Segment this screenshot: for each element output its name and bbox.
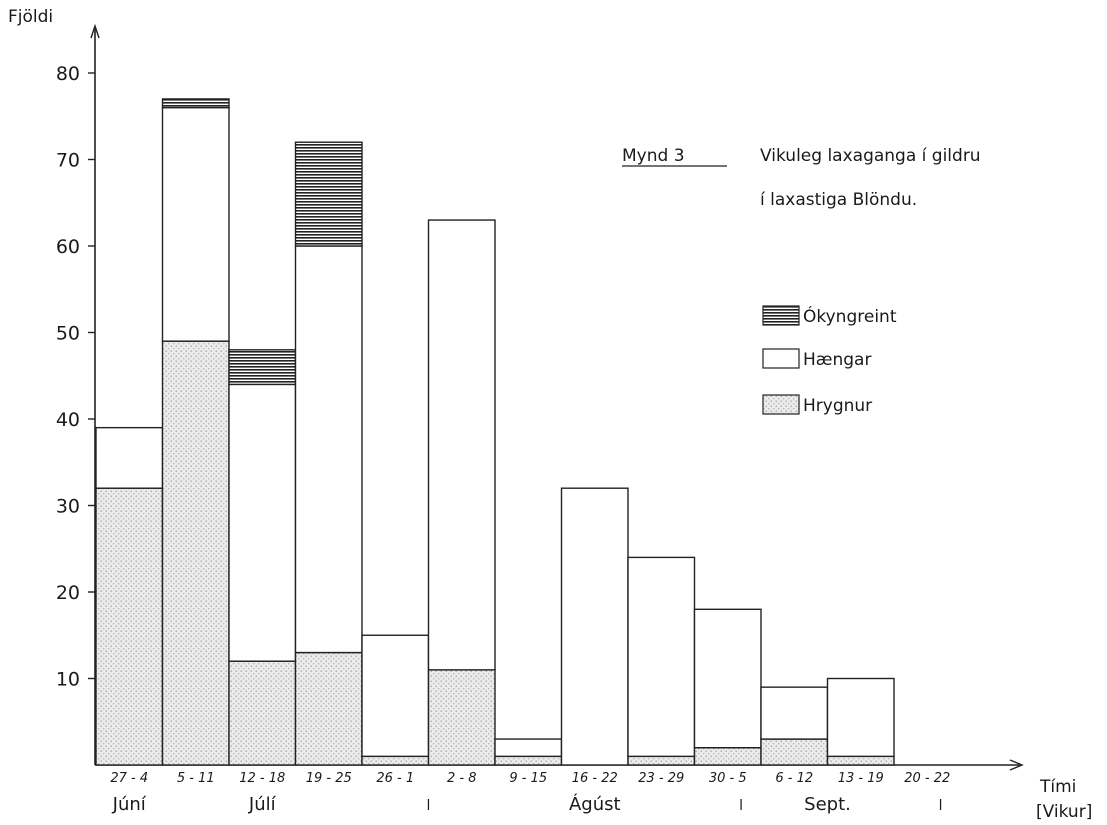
- bar-segment-haengar: [494, 738, 563, 758]
- bar-segment-haengar: [826, 677, 895, 758]
- bar-segment-okyngreint: [161, 98, 230, 109]
- y-axis-label: Fjöldi: [8, 7, 53, 27]
- x-tick-label: 9 - 15: [509, 771, 547, 786]
- bar-segment-okyngreint: [294, 141, 363, 247]
- chart-title-prefix: Mynd 3: [622, 146, 685, 166]
- bar-segment-hrygnur: [361, 755, 430, 766]
- chart-title-line2: í laxastiga Blöndu.: [760, 190, 917, 210]
- month-label: Ágúst: [569, 793, 621, 815]
- bar-segment-hrygnur: [294, 651, 363, 766]
- y-tick-label: 30: [56, 496, 80, 518]
- chart-title-line1: Vikuleg laxaganga í gildru: [760, 146, 981, 166]
- month-label: l: [427, 798, 431, 814]
- x-tick-label: 19 - 25: [306, 771, 352, 786]
- month-label: l: [739, 798, 743, 814]
- x-axis-unit: [Vikur]: [1036, 802, 1092, 822]
- bar-segment-hrygnur: [95, 487, 164, 766]
- bar-segment-hrygnur: [228, 660, 297, 766]
- x-tick-label: 30 - 5: [709, 771, 747, 786]
- bar-segment-haengar: [294, 245, 363, 654]
- x-tick-label: 26 - 1: [376, 771, 414, 786]
- y-tick-label: 40: [56, 409, 80, 431]
- x-tick-label: 20 - 22: [904, 771, 950, 786]
- y-tick-label: 50: [56, 323, 80, 345]
- bar-segment-haengar: [161, 106, 230, 342]
- y-axis-arrow: [90, 23, 100, 39]
- bar-segment-haengar: [760, 686, 829, 740]
- month-label: l: [939, 798, 943, 814]
- month-label: Sept.: [804, 794, 851, 815]
- bar-segment-haengar: [693, 608, 762, 749]
- month-label: Júní: [112, 794, 147, 815]
- y-tick-label: 70: [56, 150, 80, 172]
- bar-segment-hrygnur: [826, 755, 895, 766]
- month-labels: Júní Júlí l Ágúst l Sept. l: [112, 793, 943, 815]
- x-tick-labels: 27 - 4 5 - 11 12 - 18 19 - 25 26 - 1 2 - 8 9 -…: [110, 771, 950, 786]
- bar-segment-hrygnur: [760, 738, 829, 766]
- legend-swatch-haengar: [762, 348, 800, 369]
- bar-segment-hrygnur: [627, 755, 696, 766]
- bar-segment-hrygnur: [693, 747, 762, 766]
- x-tick-label: 27 - 4: [110, 771, 148, 786]
- legend-label-haengar: Hængar: [803, 350, 871, 370]
- bar-segment-haengar: [228, 383, 297, 662]
- month-label: Júlí: [248, 794, 277, 815]
- x-tick-label: 23 - 29: [638, 771, 684, 786]
- y-tick-label: 80: [56, 63, 80, 85]
- y-tick-label: 60: [56, 236, 80, 258]
- bars: [95, 98, 895, 766]
- legend: Ókyngreint Hængar Hrygnur: [762, 305, 897, 416]
- bar-segment-haengar: [361, 634, 430, 758]
- x-tick-label: 5 - 11: [177, 771, 215, 786]
- x-tick-label: 13 - 19: [838, 771, 884, 786]
- bar-segment-hrygnur: [427, 669, 496, 766]
- x-tick-label: 16 - 22: [572, 771, 618, 786]
- legend-swatch-hrygnur: [762, 394, 800, 415]
- y-tick-label: 10: [56, 669, 80, 691]
- y-ticks: 10 20 30 40 50 60 70 80: [56, 63, 95, 691]
- x-tick-label: 12 - 18: [239, 771, 285, 786]
- x-axis-arrow: [1009, 759, 1024, 771]
- y-tick-label: 20: [56, 582, 80, 604]
- bar-segment-haengar: [427, 219, 496, 671]
- x-tick-label: 2 - 8: [447, 771, 477, 786]
- bar-segment-okyngreint: [228, 349, 297, 386]
- bar-segment-hrygnur: [494, 755, 563, 766]
- bar-segment-haengar: [560, 487, 629, 766]
- legend-label-hrygnur: Hrygnur: [803, 396, 872, 416]
- bar-segment-haengar: [95, 426, 164, 489]
- legend-swatch-okyngreint: [762, 305, 800, 326]
- legend-label-okyngreint: Ókyngreint: [803, 305, 897, 327]
- bar-segment-haengar: [627, 556, 696, 758]
- x-tick-label: 6 - 12: [775, 771, 813, 786]
- bar-segment-hrygnur: [161, 340, 230, 766]
- x-axis-label: Tími: [1039, 777, 1076, 797]
